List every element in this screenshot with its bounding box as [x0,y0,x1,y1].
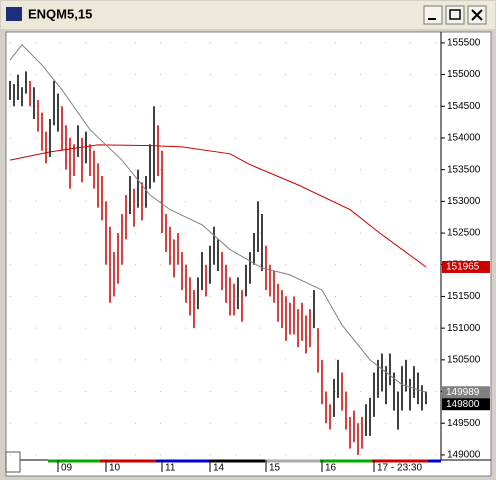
y-tick-label: 153500 [447,164,481,175]
y-tick-label: 149500 [447,418,481,429]
title-bar [1,1,495,29]
x-tick-label: 16 [325,463,337,474]
x-tick-label: 11 [165,463,176,474]
window-title: ENQM5,15 [28,6,92,21]
chart-area [5,31,492,477]
price-marker [442,386,490,399]
moving-average [9,144,427,268]
app-icon [6,7,22,21]
y-tick-label: 155500 [447,38,481,49]
y-tick-label: 155000 [447,69,481,80]
y-tick-label: 152500 [447,228,481,239]
maximize-button[interactable] [445,5,465,25]
moving-average [9,44,427,393]
price-marker-label: 149800 [446,399,480,410]
y-tick-label: 151000 [447,323,481,334]
x-tick-label: 15 [269,463,281,474]
price-marker [442,398,490,411]
price-marker [442,260,490,273]
y-tick-label: 154000 [447,133,481,144]
x-tick-label: 14 [213,463,225,474]
y-tick-label: 153000 [447,196,481,207]
y-tick-label: 151500 [447,291,481,302]
x-tick-label: 17 - 23:30 [377,463,422,474]
y-tick-label: 149000 [447,450,481,461]
price-marker-label: 149989 [446,387,480,398]
y-tick-label: 150500 [447,354,481,365]
y-tick-label: 154500 [447,101,481,112]
scroll-box[interactable] [5,451,21,473]
x-tick-label: 09 [61,463,73,474]
x-tick-label: 10 [109,463,121,474]
price-marker-label: 151965 [446,262,480,273]
minimize-button[interactable] [423,5,443,25]
close-button[interactable] [467,5,487,25]
